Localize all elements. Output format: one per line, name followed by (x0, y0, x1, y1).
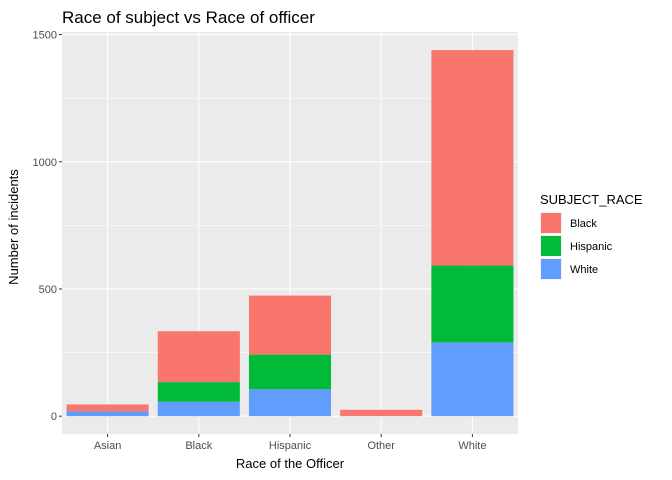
legend-label-hispanic: Hispanic (570, 241, 613, 253)
legend: SUBJECT_RACE Black Hispanic White (540, 192, 643, 280)
bars (66, 50, 514, 417)
legend-items: Black Hispanic White (540, 212, 613, 280)
bar-hispanic-black (248, 295, 332, 355)
legend-label-black: Black (570, 218, 597, 230)
legend-swatch-hispanic (541, 236, 561, 256)
legend-title: SUBJECT_RACE (540, 192, 643, 207)
y-tick-label: 0 (51, 411, 57, 423)
legend-swatch-white (541, 259, 561, 279)
y-tick-label: 1500 (33, 30, 57, 42)
x-axis: Asian Black Hispanic Other White (94, 434, 486, 452)
bar-hispanic-white (248, 389, 332, 417)
bar-black-hispanic (157, 382, 240, 402)
x-tick-label: Hispanic (269, 440, 312, 452)
bar-black-black (157, 331, 240, 383)
x-tick-label: Black (185, 440, 212, 452)
bar-white-black (431, 50, 514, 266)
bar-other-black (340, 409, 423, 417)
y-axis: 0 500 1000 1500 (33, 30, 62, 423)
bar-asian-white (66, 411, 149, 417)
bar-black-white (157, 401, 240, 417)
bar-white-hispanic (431, 265, 514, 343)
x-tick-label: Other (367, 440, 395, 452)
y-axis-title: Number of incidents (6, 169, 21, 285)
bar-white-white (431, 342, 514, 417)
y-tick-label: 1000 (33, 157, 57, 169)
x-tick-label: White (458, 440, 486, 452)
chart-title: Race of subject vs Race of officer (62, 8, 315, 27)
bar-hispanic-hispanic (248, 354, 332, 390)
x-tick-label: Asian (94, 440, 122, 452)
y-tick-label: 500 (39, 284, 57, 296)
bar-asian-black (66, 404, 149, 412)
legend-label-white: White (570, 264, 598, 276)
legend-swatch-black (541, 213, 561, 233)
x-axis-title: Race of the Officer (236, 456, 345, 471)
